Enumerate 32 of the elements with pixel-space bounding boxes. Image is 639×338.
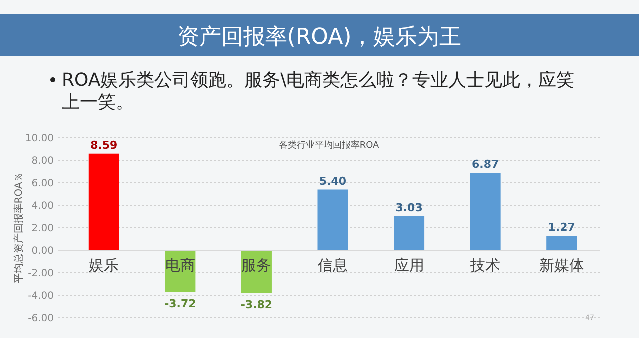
x-tick-label: 应用 [394, 256, 424, 274]
bar [546, 236, 578, 250]
y-tick-label: 2.00 [32, 224, 54, 234]
data-label: 8.59 [90, 138, 118, 152]
y-tick-label: 4.00 [32, 201, 54, 212]
bar [318, 190, 348, 250]
data-label: 3.03 [396, 201, 423, 214]
bar [88, 154, 120, 250]
x-tick-label: 服务 [242, 256, 272, 274]
x-tick-label: 新媒体 [539, 256, 584, 274]
y-tick-label: 10.00 [25, 134, 54, 144]
bar [394, 216, 425, 250]
x-tick-label: 电商 [165, 256, 196, 274]
x-tick-label: 娱乐 [89, 256, 120, 274]
x-tick-label: 技术 [470, 256, 501, 274]
data-label: -3.72 [164, 297, 196, 310]
annotation: 各类行业平均回报率ROA [278, 140, 380, 151]
data-label: -3.82 [240, 298, 273, 312]
chart-subtitle: ROA娱乐类公司领跑。服务\电商类怎么啦？专业人士见此，应笑上一笑。 [62, 70, 575, 113]
y-tick-label: -4.00 [28, 291, 54, 302]
x-tick-label: 信息 [318, 256, 348, 274]
y-tick-label: 6.00 [32, 178, 54, 190]
chart-title: 资产回报率(ROA)，娱乐为王 [177, 25, 462, 50]
y-tick-label: 8.00 [32, 156, 54, 167]
y-tick-label: -2.00 [28, 268, 54, 280]
y-tick-label: -6.00 [28, 314, 54, 324]
data-label: 6.87 [472, 158, 500, 172]
bar [470, 173, 501, 250]
y-axis-title: 平均总资产回报率ROA％ [13, 172, 25, 284]
data-label: 1.27 [548, 221, 576, 234]
y-tick-label: 0.00 [32, 246, 54, 257]
data-label: 5.40 [319, 174, 347, 188]
